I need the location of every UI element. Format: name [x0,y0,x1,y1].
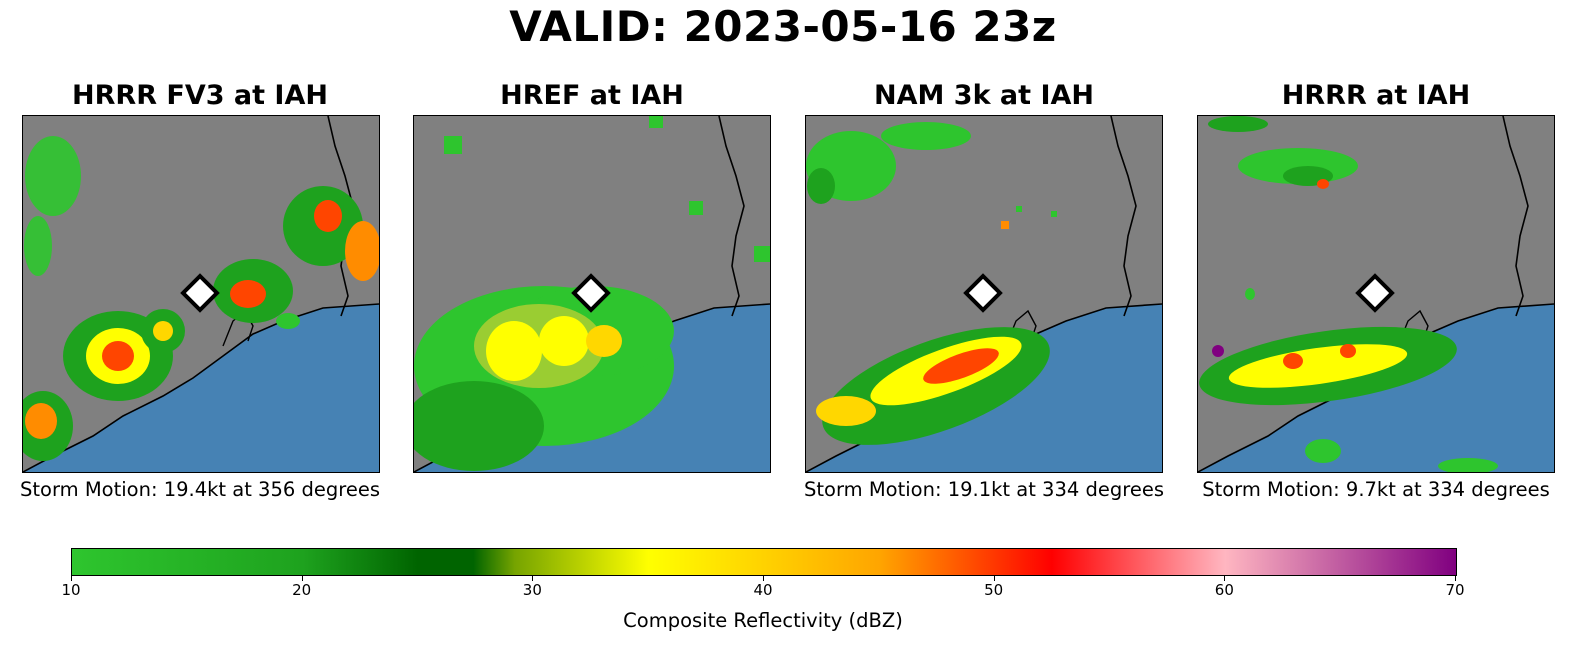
colorbar-tick [1224,575,1226,581]
colorbar-tick-label: 40 [753,581,773,599]
colorbar-tick-label: 30 [522,581,542,599]
colorbar-tick [71,575,72,581]
reflectivity-echoes [23,136,379,461]
reflectivity-echoes [414,116,770,471]
colorbar [71,548,1457,576]
colorbar-tick-label: 10 [61,581,81,599]
map [805,115,1163,473]
colorbar-tick [532,575,534,581]
panel-title: NAM 3k at IAH [874,80,1094,111]
river-boundary [1110,116,1137,317]
map-svg [1198,116,1554,472]
storm-motion: Storm Motion: 9.7kt at 334 degrees [1202,478,1550,501]
map [22,115,380,473]
iah-marker [963,273,1003,313]
colorbar-tick-label: 50 [984,581,1004,599]
reflectivity-echoes [806,122,1057,445]
reflectivity-echoes [1199,116,1498,472]
colorbar-tick-label: 70 [1445,581,1465,599]
colorbar-tick-label: 20 [292,581,312,599]
gulf-water [23,304,379,472]
iah-marker [180,273,220,313]
colorbar-tick [993,575,995,581]
panel-title: HRRR at IAH [1281,80,1471,111]
iah-marker [571,273,611,313]
river-boundary [1502,116,1529,317]
storm-motion: Storm Motion: 19.4kt at 356 degrees [20,478,380,501]
colorbar-label: Composite Reflectivity (dBZ) [623,609,903,632]
colorbar-tick [1455,575,1456,581]
panel-title: HREF at IAH [500,80,684,111]
map-svg [806,116,1162,472]
panel-title: HRRR FV3 at IAH [72,80,328,111]
map [413,115,771,473]
storm-motion: Storm Motion: 19.1kt at 334 degrees [804,478,1164,501]
map-svg [414,116,770,472]
colorbar-tick-label: 60 [1214,581,1234,599]
iah-marker [1355,273,1395,313]
colorbar-tick [763,575,764,581]
colorbar-tick [301,575,303,581]
river-boundary [718,116,745,317]
map [1197,115,1555,473]
page-title: VALID: 2023-05-16 23z [509,2,1057,51]
map-svg [23,116,379,472]
